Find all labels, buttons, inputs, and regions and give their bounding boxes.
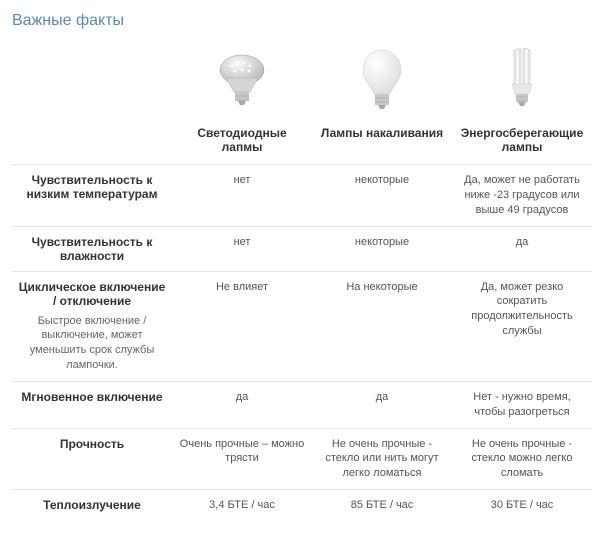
icon-row xyxy=(12,38,592,120)
row-label-text: Чувствительность к влажности xyxy=(32,235,153,263)
cell-value: Да, может резко сократить продолжительно… xyxy=(452,271,592,381)
cell-value: Не очень прочные - стекло или нить могут… xyxy=(312,428,452,490)
table-row: Чувствительность к влажности нетнекоторые… xyxy=(12,226,592,271)
cell-value: 30 БТЕ / час xyxy=(452,490,592,521)
cell-value: нет xyxy=(172,226,312,271)
col-header-cfl: Энергосберегающие лампы xyxy=(452,120,592,165)
row-label: Прочность xyxy=(12,428,172,490)
cell-value: 85 БТЕ / час xyxy=(312,490,452,521)
row-label: Чувствительность к влажности xyxy=(12,226,172,271)
cell-value: да xyxy=(312,381,452,428)
row-label: Циклическое включение / отключение Быстро… xyxy=(12,271,172,381)
comparison-table: Светодиодные лапмы Лампы накаливания Эне… xyxy=(12,38,592,521)
row-label-text: Мгновенное включение xyxy=(21,390,162,404)
cell-value: нет xyxy=(172,165,312,227)
col-header-incandescent: Лампы накаливания xyxy=(312,120,452,165)
incandescent-bulb-icon xyxy=(359,48,405,116)
cell-value: да xyxy=(172,381,312,428)
row-label-text: Теплоизлучение xyxy=(43,498,141,512)
table-row: ПрочностьОчень прочные – можно трястиНе … xyxy=(12,428,592,490)
cfl-bulb-icon xyxy=(502,48,542,116)
row-label-text: Прочность xyxy=(60,437,124,451)
cell-value: некоторые xyxy=(312,165,452,227)
header-row: Светодиодные лапмы Лампы накаливания Эне… xyxy=(12,120,592,165)
row-label-text: Чувствительность к низким температурам xyxy=(27,173,158,201)
cell-value: Нет - нужно время, чтобы разогреться xyxy=(452,381,592,428)
icon-cell-incandescent xyxy=(312,38,452,120)
cell-value: Не влияет xyxy=(172,271,312,381)
table-row: Циклическое включение / отключение Быстро… xyxy=(12,271,592,381)
col-header-led: Светодиодные лапмы xyxy=(172,120,312,165)
cell-value: да xyxy=(452,226,592,271)
cell-value: Не очень прочные - стекло можно легко сл… xyxy=(452,428,592,490)
table-row: Теплоизлучение 3,4 БТЕ / час85 БТЕ / час3… xyxy=(12,490,592,521)
row-label-text: Циклическое включение / отключение xyxy=(19,280,166,308)
cell-value: 3,4 БТЕ / час xyxy=(172,490,312,521)
table-row: Чувствительность к низким температурам не… xyxy=(12,165,592,227)
led-bulb-icon xyxy=(214,52,270,112)
icon-cell-led xyxy=(172,38,312,120)
row-label: Чувствительность к низким температурам xyxy=(12,165,172,227)
row-label: Теплоизлучение xyxy=(12,490,172,521)
icon-cell-cfl xyxy=(452,38,592,120)
page-title: Важные факты xyxy=(12,12,592,30)
row-label: Мгновенное включение xyxy=(12,381,172,428)
cell-value: На некоторые xyxy=(312,271,452,381)
cell-value: Очень прочные – можно трясти xyxy=(172,428,312,490)
cell-value: некоторые xyxy=(312,226,452,271)
cell-value: Да, может не работать ниже -23 градусов … xyxy=(452,165,592,227)
table-row: Мгновенное включениедадаНет - нужно врем… xyxy=(12,381,592,428)
row-sublabel: Быстрое включение / выключение, может ум… xyxy=(18,314,166,373)
